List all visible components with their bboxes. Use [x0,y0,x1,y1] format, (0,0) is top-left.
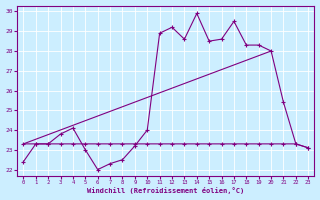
X-axis label: Windchill (Refroidissement éolien,°C): Windchill (Refroidissement éolien,°C) [87,187,244,194]
